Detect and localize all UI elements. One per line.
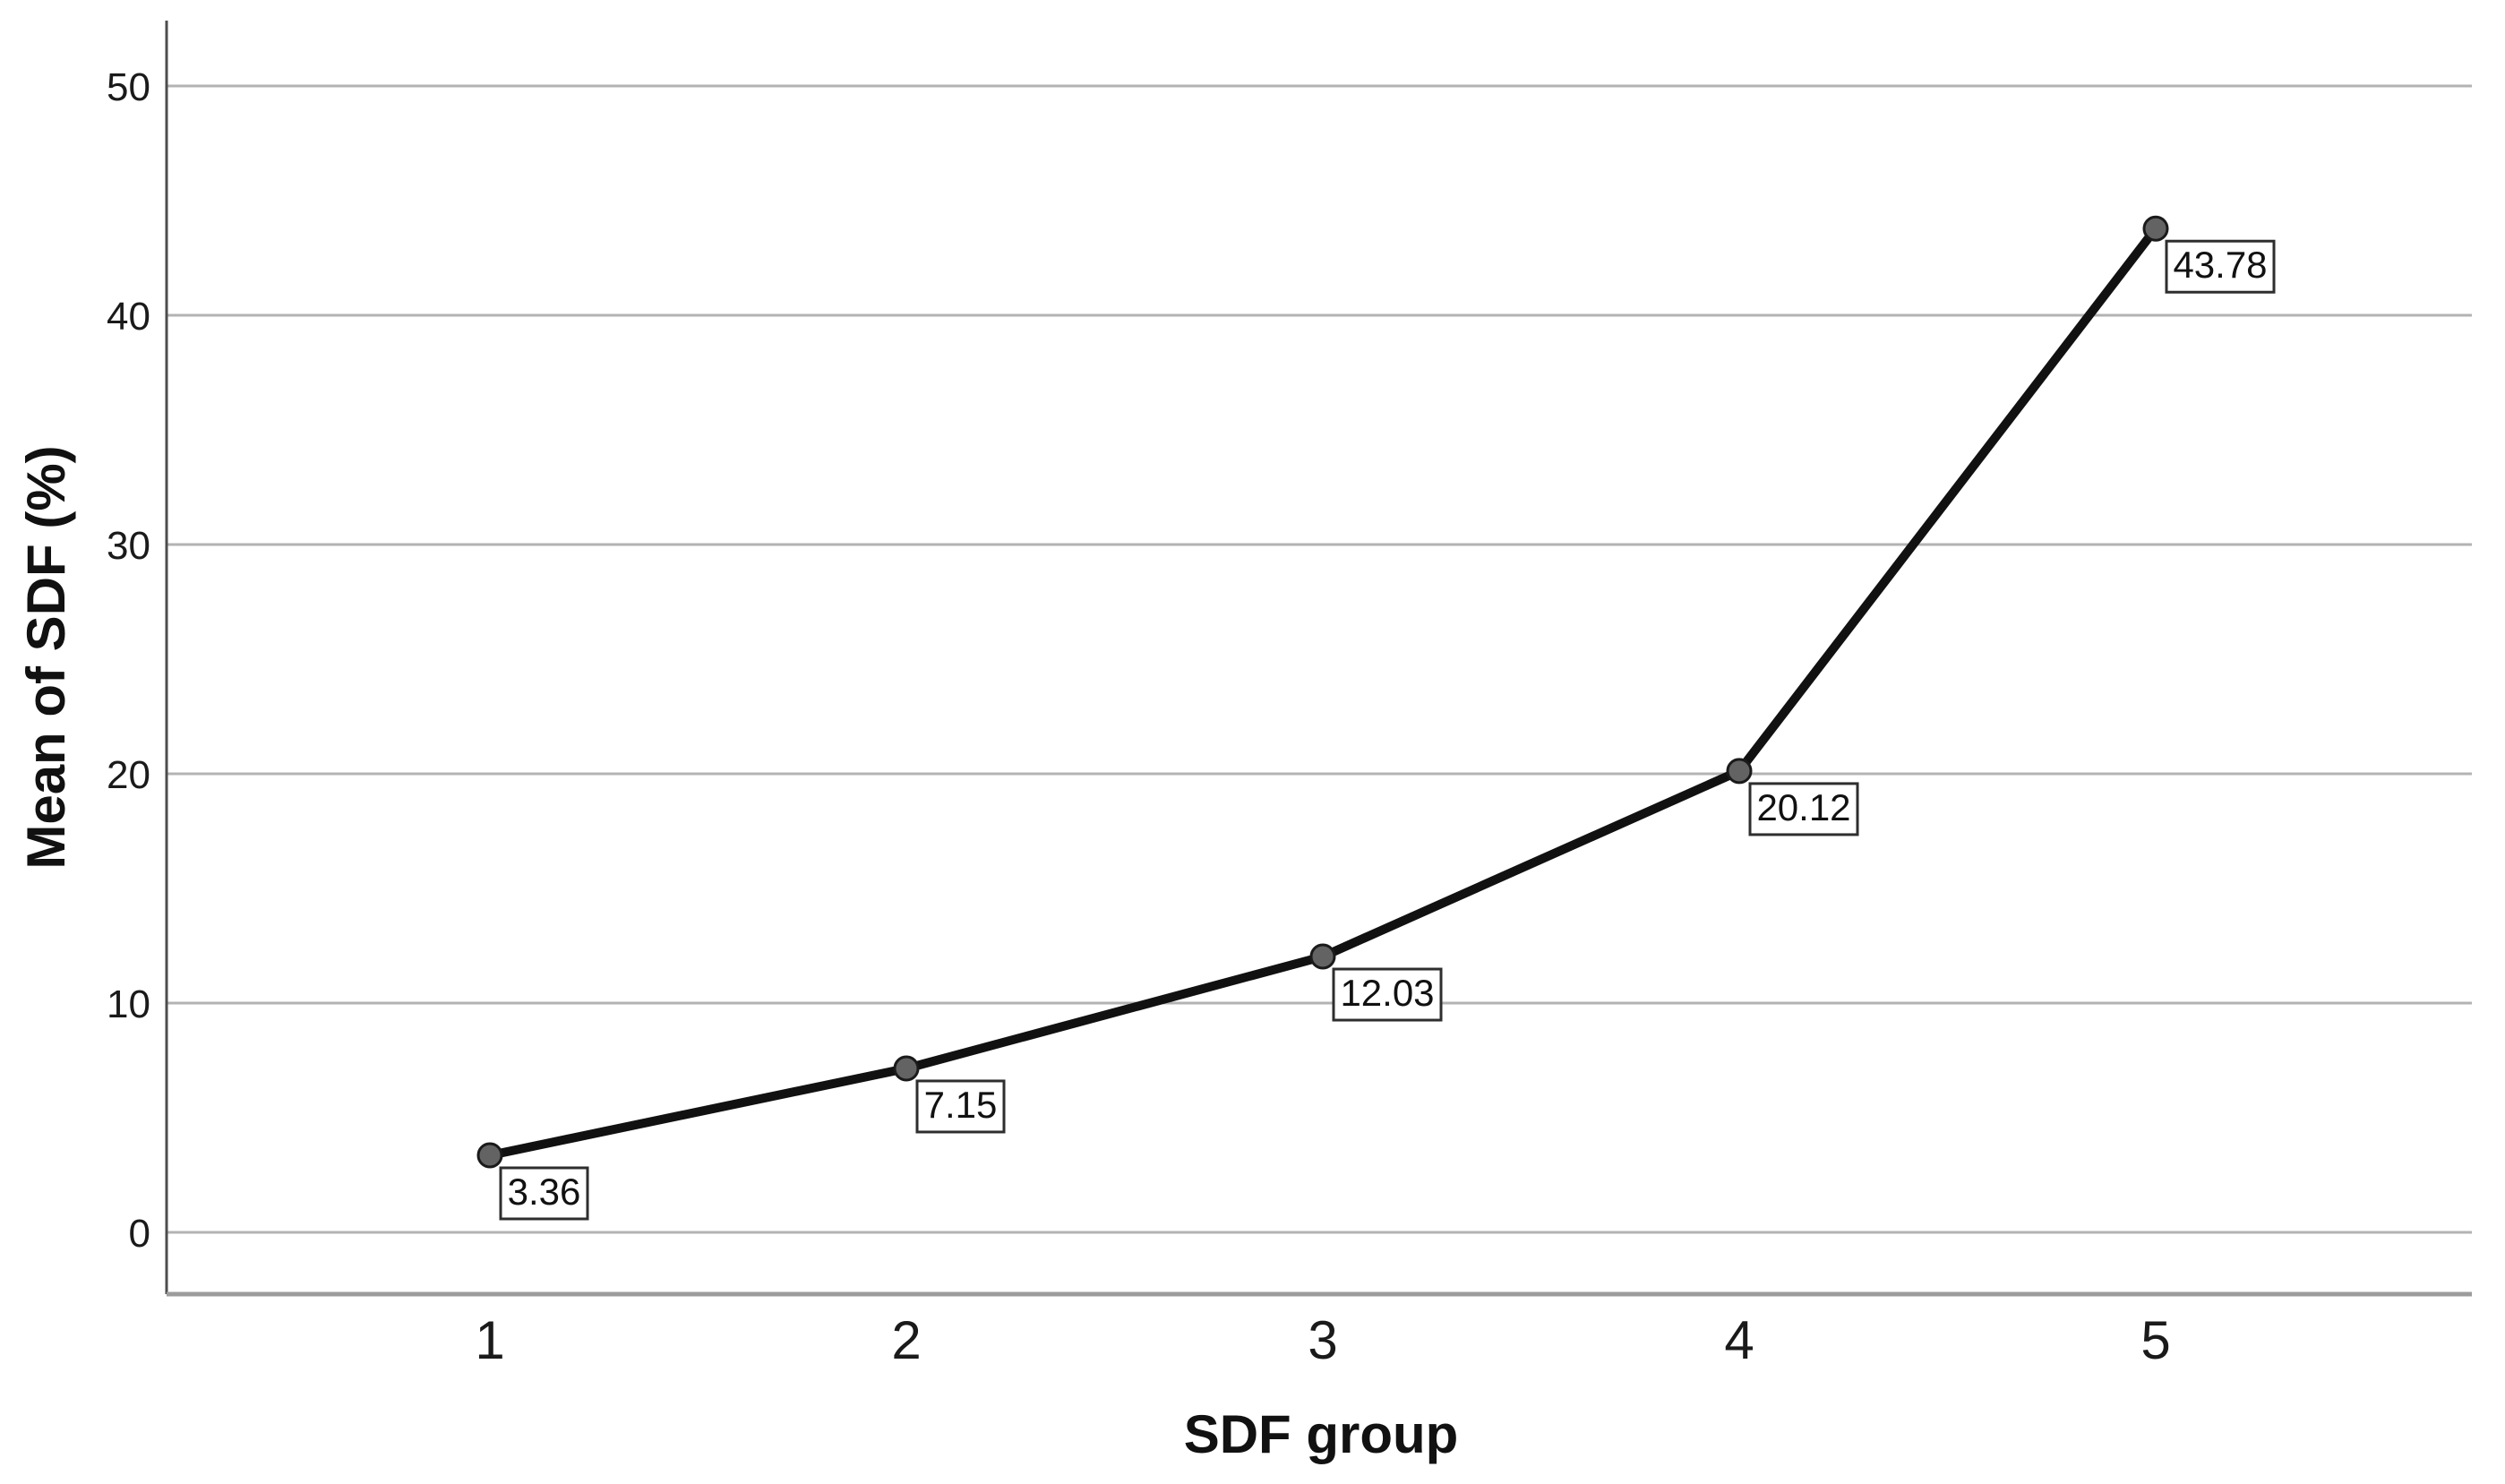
label-box [499, 1166, 589, 1221]
label-value: 20.12 [1756, 786, 1850, 828]
y-tick-label-30: 30 [107, 524, 150, 568]
label-box [1332, 967, 1443, 1022]
label-box [2165, 239, 2276, 294]
label-value: 3.36 [508, 1171, 581, 1213]
x-tick-label-2: 2 [891, 1310, 921, 1370]
data-point-label-5: 43.78 [2165, 239, 2276, 294]
data-point-labels: 3.36 7.15 12.03 20.12 43.78 [499, 239, 2276, 1221]
y-tick-label-0: 0 [129, 1212, 150, 1256]
data-point-marker-2 [893, 1055, 920, 1082]
x-axis-title: SDF group [1184, 1404, 1459, 1464]
label-box [915, 1079, 1006, 1134]
data-point-marker-5 [2142, 215, 2169, 242]
y-tick-label-40: 40 [107, 295, 150, 339]
data-point-label-3: 12.03 [1332, 967, 1443, 1022]
data-point-marker-1 [476, 1142, 503, 1169]
x-tick-label-4: 4 [1724, 1310, 1754, 1370]
data-point-marker-4 [1726, 758, 1753, 785]
x-tick-label-1: 1 [475, 1310, 504, 1370]
x-axis-tick-labels: 1 2 3 4 5 [475, 1310, 2170, 1370]
label-value: 12.03 [1340, 972, 1434, 1014]
label-box [1748, 782, 1859, 836]
data-point-label-2: 7.15 [915, 1079, 1006, 1134]
gridlines [167, 84, 2472, 1234]
data-point-marker-3 [1309, 943, 1336, 970]
axis-lines [165, 21, 2472, 1297]
x-tick-label-3: 3 [1308, 1310, 1337, 1370]
x-tick-label-5: 5 [2140, 1310, 2170, 1370]
data-series [476, 215, 2169, 1169]
y-axis-title: Mean of SDF (%) [16, 445, 76, 869]
y-tick-label-10: 10 [107, 982, 150, 1026]
y-tick-label-50: 50 [107, 65, 150, 109]
label-value: 7.15 [924, 1084, 998, 1126]
y-axis-tick-labels: 0 10 20 30 40 50 [107, 65, 150, 1256]
data-point-label-4: 20.12 [1748, 782, 1859, 836]
data-point-label-1: 3.36 [499, 1166, 589, 1221]
y-tick-label-20: 20 [107, 753, 150, 797]
series-line [485, 224, 2160, 1160]
label-value: 43.78 [2173, 244, 2267, 286]
